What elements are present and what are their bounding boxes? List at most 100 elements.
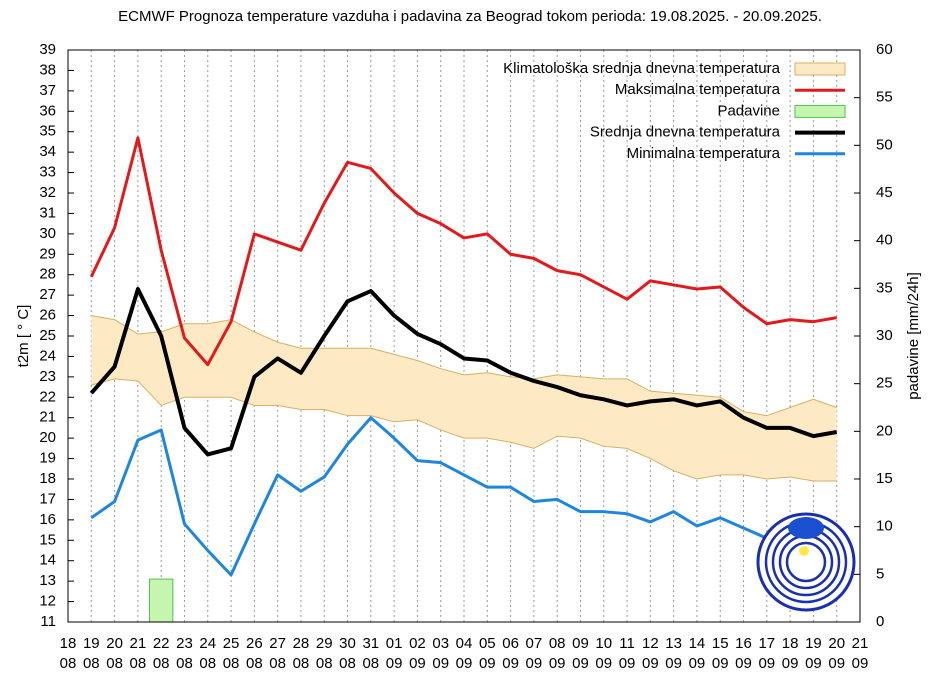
- y-tick-label: 13: [39, 572, 56, 589]
- y2-tick-label: 20: [876, 422, 893, 439]
- logo-sun: [799, 546, 809, 556]
- x-tick-month: 09: [782, 655, 799, 672]
- x-tick-month: 09: [735, 655, 752, 672]
- x-tick-day: 14: [689, 635, 706, 652]
- x-tick-month: 09: [689, 655, 706, 672]
- x-tick-month: 08: [339, 655, 356, 672]
- x-tick-day: 11: [619, 635, 635, 652]
- y-tick-label: 22: [39, 388, 56, 405]
- y-tick-label: 37: [39, 82, 56, 99]
- y-tick-label: 24: [39, 347, 56, 364]
- y-tick-label: 25: [39, 327, 56, 344]
- x-tick-month: 09: [828, 655, 845, 672]
- x-tick-day: 13: [665, 635, 682, 652]
- temperature-line: [89, 287, 838, 457]
- y-tick-label: 35: [39, 123, 56, 140]
- x-tick-day: 04: [456, 635, 473, 652]
- logo: [756, 512, 856, 612]
- legend-label: Maksimalna temperatura: [615, 81, 781, 98]
- y-tick-label: 21: [39, 409, 56, 426]
- legend-swatch: [794, 104, 846, 118]
- x-tick-day: 22: [153, 635, 170, 652]
- chart-title: ECMWF Prognoza temperature vazduha i pad…: [118, 8, 822, 25]
- y2-tick-label: 15: [876, 470, 893, 487]
- y-tick-label: 36: [39, 102, 56, 119]
- y-tick-label: 30: [39, 225, 56, 242]
- x-tick-day: 09: [572, 635, 589, 652]
- y2-tick-label: 50: [876, 136, 893, 153]
- y-tick-label: 39: [39, 41, 56, 58]
- y-tick-label: 31: [39, 204, 56, 221]
- x-tick-month: 09: [619, 655, 636, 672]
- x-tick-day: 16: [735, 635, 752, 652]
- legend-label: Minimalna temperatura: [627, 145, 781, 162]
- y-tick-label: 23: [39, 368, 56, 385]
- y-tick-label: 12: [39, 593, 56, 610]
- x-tick-day: 08: [549, 635, 566, 652]
- legend-label: Padavine: [717, 102, 780, 119]
- y2-tick-label: 10: [876, 518, 893, 535]
- x-tick-day: 02: [409, 635, 426, 652]
- x-tick-day: 23: [176, 635, 193, 652]
- x-tick-month: 09: [758, 655, 775, 672]
- x-tick-day: 21: [130, 635, 147, 652]
- y-tick-label: 17: [39, 490, 56, 507]
- y-tick-label: 32: [39, 184, 56, 201]
- y2-tick-label: 40: [876, 232, 893, 249]
- y2-tick-label: 5: [876, 565, 884, 582]
- x-tick-month: 08: [106, 655, 123, 672]
- x-tick-month: 09: [386, 655, 403, 672]
- y-tick-label: 11: [40, 613, 56, 630]
- y-tick-label: 29: [39, 245, 56, 262]
- x-tick-month: 09: [549, 655, 566, 672]
- x-tick-day: 29: [316, 635, 333, 652]
- x-tick-month: 09: [526, 655, 543, 672]
- x-tick-month: 08: [83, 655, 100, 672]
- x-tick-day: 05: [479, 635, 496, 652]
- x-tick-day: 06: [502, 635, 519, 652]
- x-tick-month: 09: [805, 655, 822, 672]
- y2-tick-label: 0: [876, 613, 884, 630]
- x-tick-day: 20: [828, 635, 845, 652]
- temperature-line: [89, 136, 837, 367]
- x-tick-day: 17: [758, 635, 775, 652]
- y2-tick-label: 30: [876, 327, 893, 344]
- x-tick-day: 31: [362, 635, 379, 652]
- x-tick-day: 25: [223, 635, 240, 652]
- y-tick-label: 28: [39, 266, 56, 283]
- x-tick-month: 09: [712, 655, 729, 672]
- y-tick-label: 16: [39, 511, 56, 528]
- y-tick-label: 15: [39, 531, 56, 548]
- x-tick-month: 09: [456, 655, 473, 672]
- x-tick-month: 09: [595, 655, 612, 672]
- x-tick-day: 10: [595, 635, 612, 652]
- y-tick-label: 34: [39, 143, 56, 160]
- x-tick-day: 20: [106, 635, 123, 652]
- x-tick-day: 24: [199, 635, 216, 652]
- legend-label: Srednja dnevna temperatura: [590, 124, 781, 141]
- x-tick-month: 08: [199, 655, 216, 672]
- x-tick-month: 08: [130, 655, 147, 672]
- x-tick-day: 18: [782, 635, 799, 652]
- x-tick-day: 21: [852, 635, 869, 652]
- y2-tick-label: 45: [876, 184, 893, 201]
- x-tick-month: 09: [479, 655, 496, 672]
- temperature-line: [90, 416, 837, 577]
- y-tick-label: 18: [39, 470, 56, 487]
- legend-swatch: [794, 62, 846, 76]
- y2-axis-label: padavine [mm/24h]: [905, 272, 922, 400]
- y2-tick-label: 25: [876, 375, 893, 392]
- x-tick-month: 08: [153, 655, 170, 672]
- x-tick-month: 09: [432, 655, 449, 672]
- legend-label: Klimatološka srednja dnevna temperatura: [503, 60, 780, 77]
- y-tick-label: 20: [39, 429, 56, 446]
- x-tick-month: 09: [409, 655, 426, 672]
- x-tick-month: 09: [642, 655, 659, 672]
- x-tick-day: 27: [269, 635, 286, 652]
- x-tick-day: 18: [60, 635, 77, 652]
- y-tick-label: 26: [39, 307, 56, 324]
- x-tick-month: 08: [176, 655, 193, 672]
- x-tick-day: 30: [339, 635, 356, 652]
- x-tick-day: 07: [526, 635, 543, 652]
